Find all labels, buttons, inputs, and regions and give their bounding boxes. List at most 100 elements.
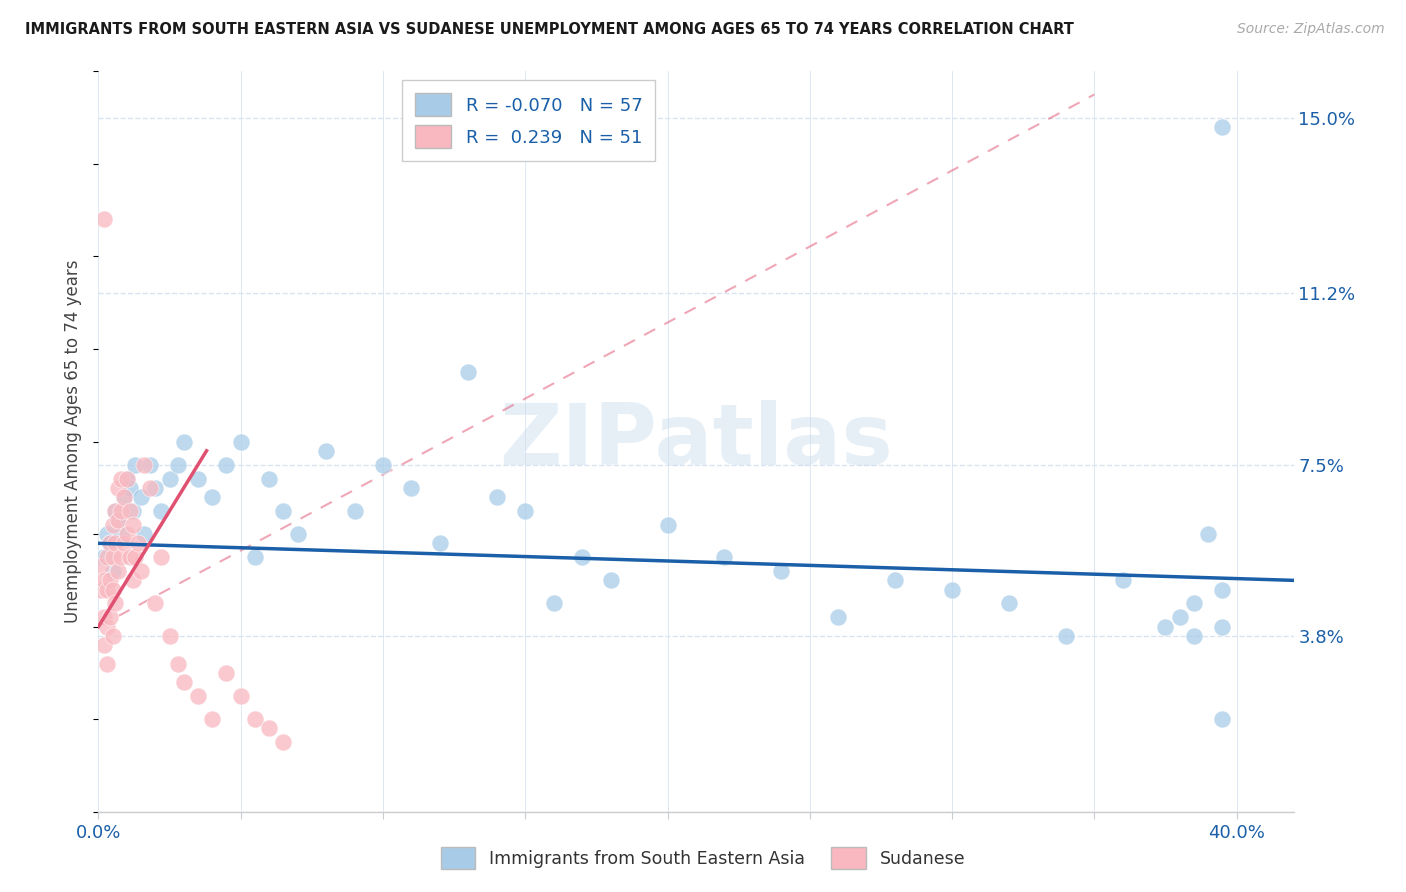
Point [107,513,129,527]
Point [110,472,132,486]
Point [543,597,565,611]
Point [138,481,160,495]
Point [121,517,143,532]
Point [1182,629,1205,643]
Point [1211,582,1233,597]
Point [110,504,132,518]
Point [93,610,115,624]
Point [129,564,152,578]
Point [121,504,143,518]
Point [101,550,124,565]
Point [104,536,127,550]
Point [457,365,479,379]
Point [104,504,127,518]
Point [343,504,366,518]
Point [132,527,155,541]
Point [159,629,181,643]
Point [371,458,394,472]
Point [229,689,252,703]
Point [124,458,146,472]
Point [770,564,793,578]
Point [1197,527,1219,541]
Point [1154,619,1177,633]
Point [104,504,127,518]
Point [112,490,135,504]
Point [96,657,118,671]
Point [107,513,129,527]
Point [273,735,295,749]
Point [101,517,124,532]
Point [124,550,146,565]
Point [243,712,266,726]
Point [173,434,195,449]
Point [243,550,266,565]
Point [485,490,508,504]
Point [187,472,209,486]
Point [118,550,141,565]
Point [429,536,451,550]
Point [1211,619,1233,633]
Point [167,458,190,472]
Point [167,657,190,671]
Point [827,610,849,624]
Point [93,574,115,588]
Point [104,597,127,611]
Point [201,490,224,504]
Point [107,481,129,495]
Point [215,665,238,680]
Point [150,504,173,518]
Point [118,481,141,495]
Point [187,689,209,703]
Point [118,504,141,518]
Point [150,550,173,565]
Point [98,610,121,624]
Point [315,443,337,458]
Point [132,458,155,472]
Point [98,536,121,550]
Point [101,564,124,578]
Point [1211,120,1233,134]
Point [143,597,166,611]
Point [96,527,118,541]
Point [101,629,124,643]
Point [90,582,112,597]
Point [93,550,115,565]
Point [201,712,224,726]
Point [112,536,135,550]
Point [98,536,121,550]
Point [599,574,621,588]
Point [571,550,593,565]
Point [1211,712,1233,726]
Point [96,582,118,597]
Point [93,212,115,227]
Legend: Immigrants from South Eastern Asia, Sudanese: Immigrants from South Eastern Asia, Suda… [433,840,973,876]
Text: Source: ZipAtlas.com: Source: ZipAtlas.com [1237,22,1385,37]
Point [884,574,907,588]
Point [121,574,143,588]
Point [110,527,132,541]
Point [127,536,149,550]
Y-axis label: Unemployment Among Ages 65 to 74 years: Unemployment Among Ages 65 to 74 years [65,260,83,624]
Point [273,504,295,518]
Point [401,481,423,495]
Text: IMMIGRANTS FROM SOUTH EASTERN ASIA VS SUDANESE UNEMPLOYMENT AMONG AGES 65 TO 74 : IMMIGRANTS FROM SOUTH EASTERN ASIA VS SU… [25,22,1074,37]
Point [143,481,166,495]
Point [257,722,280,736]
Point [1168,610,1191,624]
Point [1182,597,1205,611]
Point [215,458,238,472]
Point [129,490,152,504]
Point [1054,629,1077,643]
Point [229,434,252,449]
Point [257,472,280,486]
Point [657,517,679,532]
Point [941,582,963,597]
Point [138,458,160,472]
Point [1112,574,1135,588]
Point [115,527,138,541]
Point [96,550,118,565]
Point [101,582,124,597]
Point [93,638,115,652]
Legend: R = -0.070   N = 57, R =  0.239   N = 51: R = -0.070 N = 57, R = 0.239 N = 51 [402,80,655,161]
Point [515,504,537,518]
